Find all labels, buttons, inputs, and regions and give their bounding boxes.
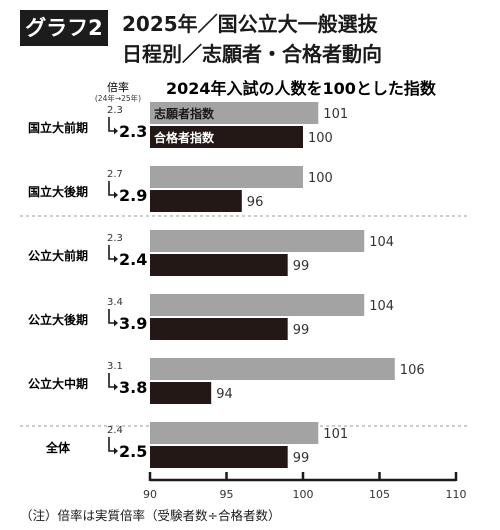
bar-passers (150, 254, 288, 276)
chart-title-line2: 日程別／志願者・合格者動向 (122, 42, 382, 66)
x-tick-label: 110 (446, 488, 467, 500)
bar-passers (150, 382, 212, 404)
value-label-applicants: 106 (400, 363, 425, 378)
value-label-applicants: 104 (369, 235, 394, 250)
x-tick-label: 90 (143, 488, 157, 500)
ratio-2025: 2.3 (119, 122, 147, 141)
bar-passers (150, 318, 288, 340)
bar-passers (150, 446, 288, 468)
bar-applicants (150, 358, 395, 380)
category-label: 国立大前期 (28, 120, 88, 135)
ratio-arrow-head (114, 127, 118, 135)
ratio-subheader: (24年→25年) (95, 93, 141, 103)
value-label-passers: 96 (247, 195, 264, 210)
x-tick-label: 100 (293, 488, 314, 500)
ratio-arrow-head (114, 191, 118, 199)
ratio-2025: 3.8 (119, 378, 147, 397)
ratio-2025: 2.4 (119, 250, 147, 269)
value-label-applicants: 104 (369, 299, 394, 314)
value-label-applicants: 101 (323, 427, 348, 442)
ratio-2025: 2.9 (119, 186, 147, 205)
ratio-arrow-head (114, 447, 118, 455)
ratio-2025: 3.9 (119, 314, 147, 333)
bar-applicants (150, 294, 365, 316)
bar-applicants (150, 166, 303, 188)
ratio-2024: 3.1 (107, 361, 123, 372)
value-label-passers: 100 (308, 131, 333, 146)
chart-subtitle: 2024年入試の人数を100とした指数 (166, 79, 437, 98)
ratio-2024: 2.3 (107, 233, 123, 244)
ratio-arrow (108, 373, 115, 388)
x-tick-label: 95 (220, 488, 234, 500)
value-label-passers: 94 (216, 387, 233, 402)
ratio-arrow (108, 181, 115, 196)
bar-applicants (150, 230, 365, 252)
ratio-header: 倍率 (107, 80, 129, 94)
bar-applicants (150, 422, 319, 444)
x-tick-label: 105 (369, 488, 390, 500)
ratio-arrow (108, 117, 115, 132)
value-label-passers: 99 (293, 451, 310, 466)
ratio-arrow (108, 309, 115, 324)
chart-title-line1: 2025年／国公立大一般選抜 (122, 12, 378, 36)
ratio-arrow-head (114, 255, 118, 263)
ratio-arrow-head (114, 319, 118, 327)
category-label: 公立大後期 (28, 312, 88, 327)
ratio-2024: 3.4 (107, 297, 123, 308)
value-label-applicants: 100 (308, 171, 333, 186)
bar-applicants (150, 102, 319, 124)
footnote: （注）倍率は実質倍率（受験者数÷合格者数） (20, 508, 281, 523)
value-label-passers: 99 (293, 259, 310, 274)
bar-passers (150, 126, 303, 148)
legend-passers: 合格者指数 (154, 130, 215, 145)
bar-chart: 2024年入試の人数を100とした指数 倍率(24年→25年) 101 100 国立大前… (20, 79, 470, 500)
category-label: 国立大後期 (28, 184, 88, 199)
ratio-2024: 2.4 (107, 425, 123, 436)
chart-header: グラフ2 2025年／国公立大一般選抜 日程別／志願者・合格者動向 (0, 0, 500, 80)
ratio-arrow (108, 245, 115, 260)
value-label-applicants: 101 (323, 107, 348, 122)
ratio-2024: 2.3 (107, 105, 123, 116)
ratio-arrow-head (114, 383, 118, 391)
legend-applicants: 志願者指数 (154, 106, 215, 121)
value-label-passers: 99 (293, 323, 310, 338)
bar-passers (150, 190, 242, 212)
category-label: 全体 (45, 440, 71, 455)
ratio-arrow (108, 437, 115, 452)
ratio-2024: 2.7 (107, 169, 123, 180)
graph-number-badge: グラフ2 (20, 10, 108, 46)
category-label: 公立大中期 (28, 376, 88, 391)
ratio-2025: 2.5 (119, 442, 147, 461)
category-label: 公立大前期 (28, 248, 88, 263)
